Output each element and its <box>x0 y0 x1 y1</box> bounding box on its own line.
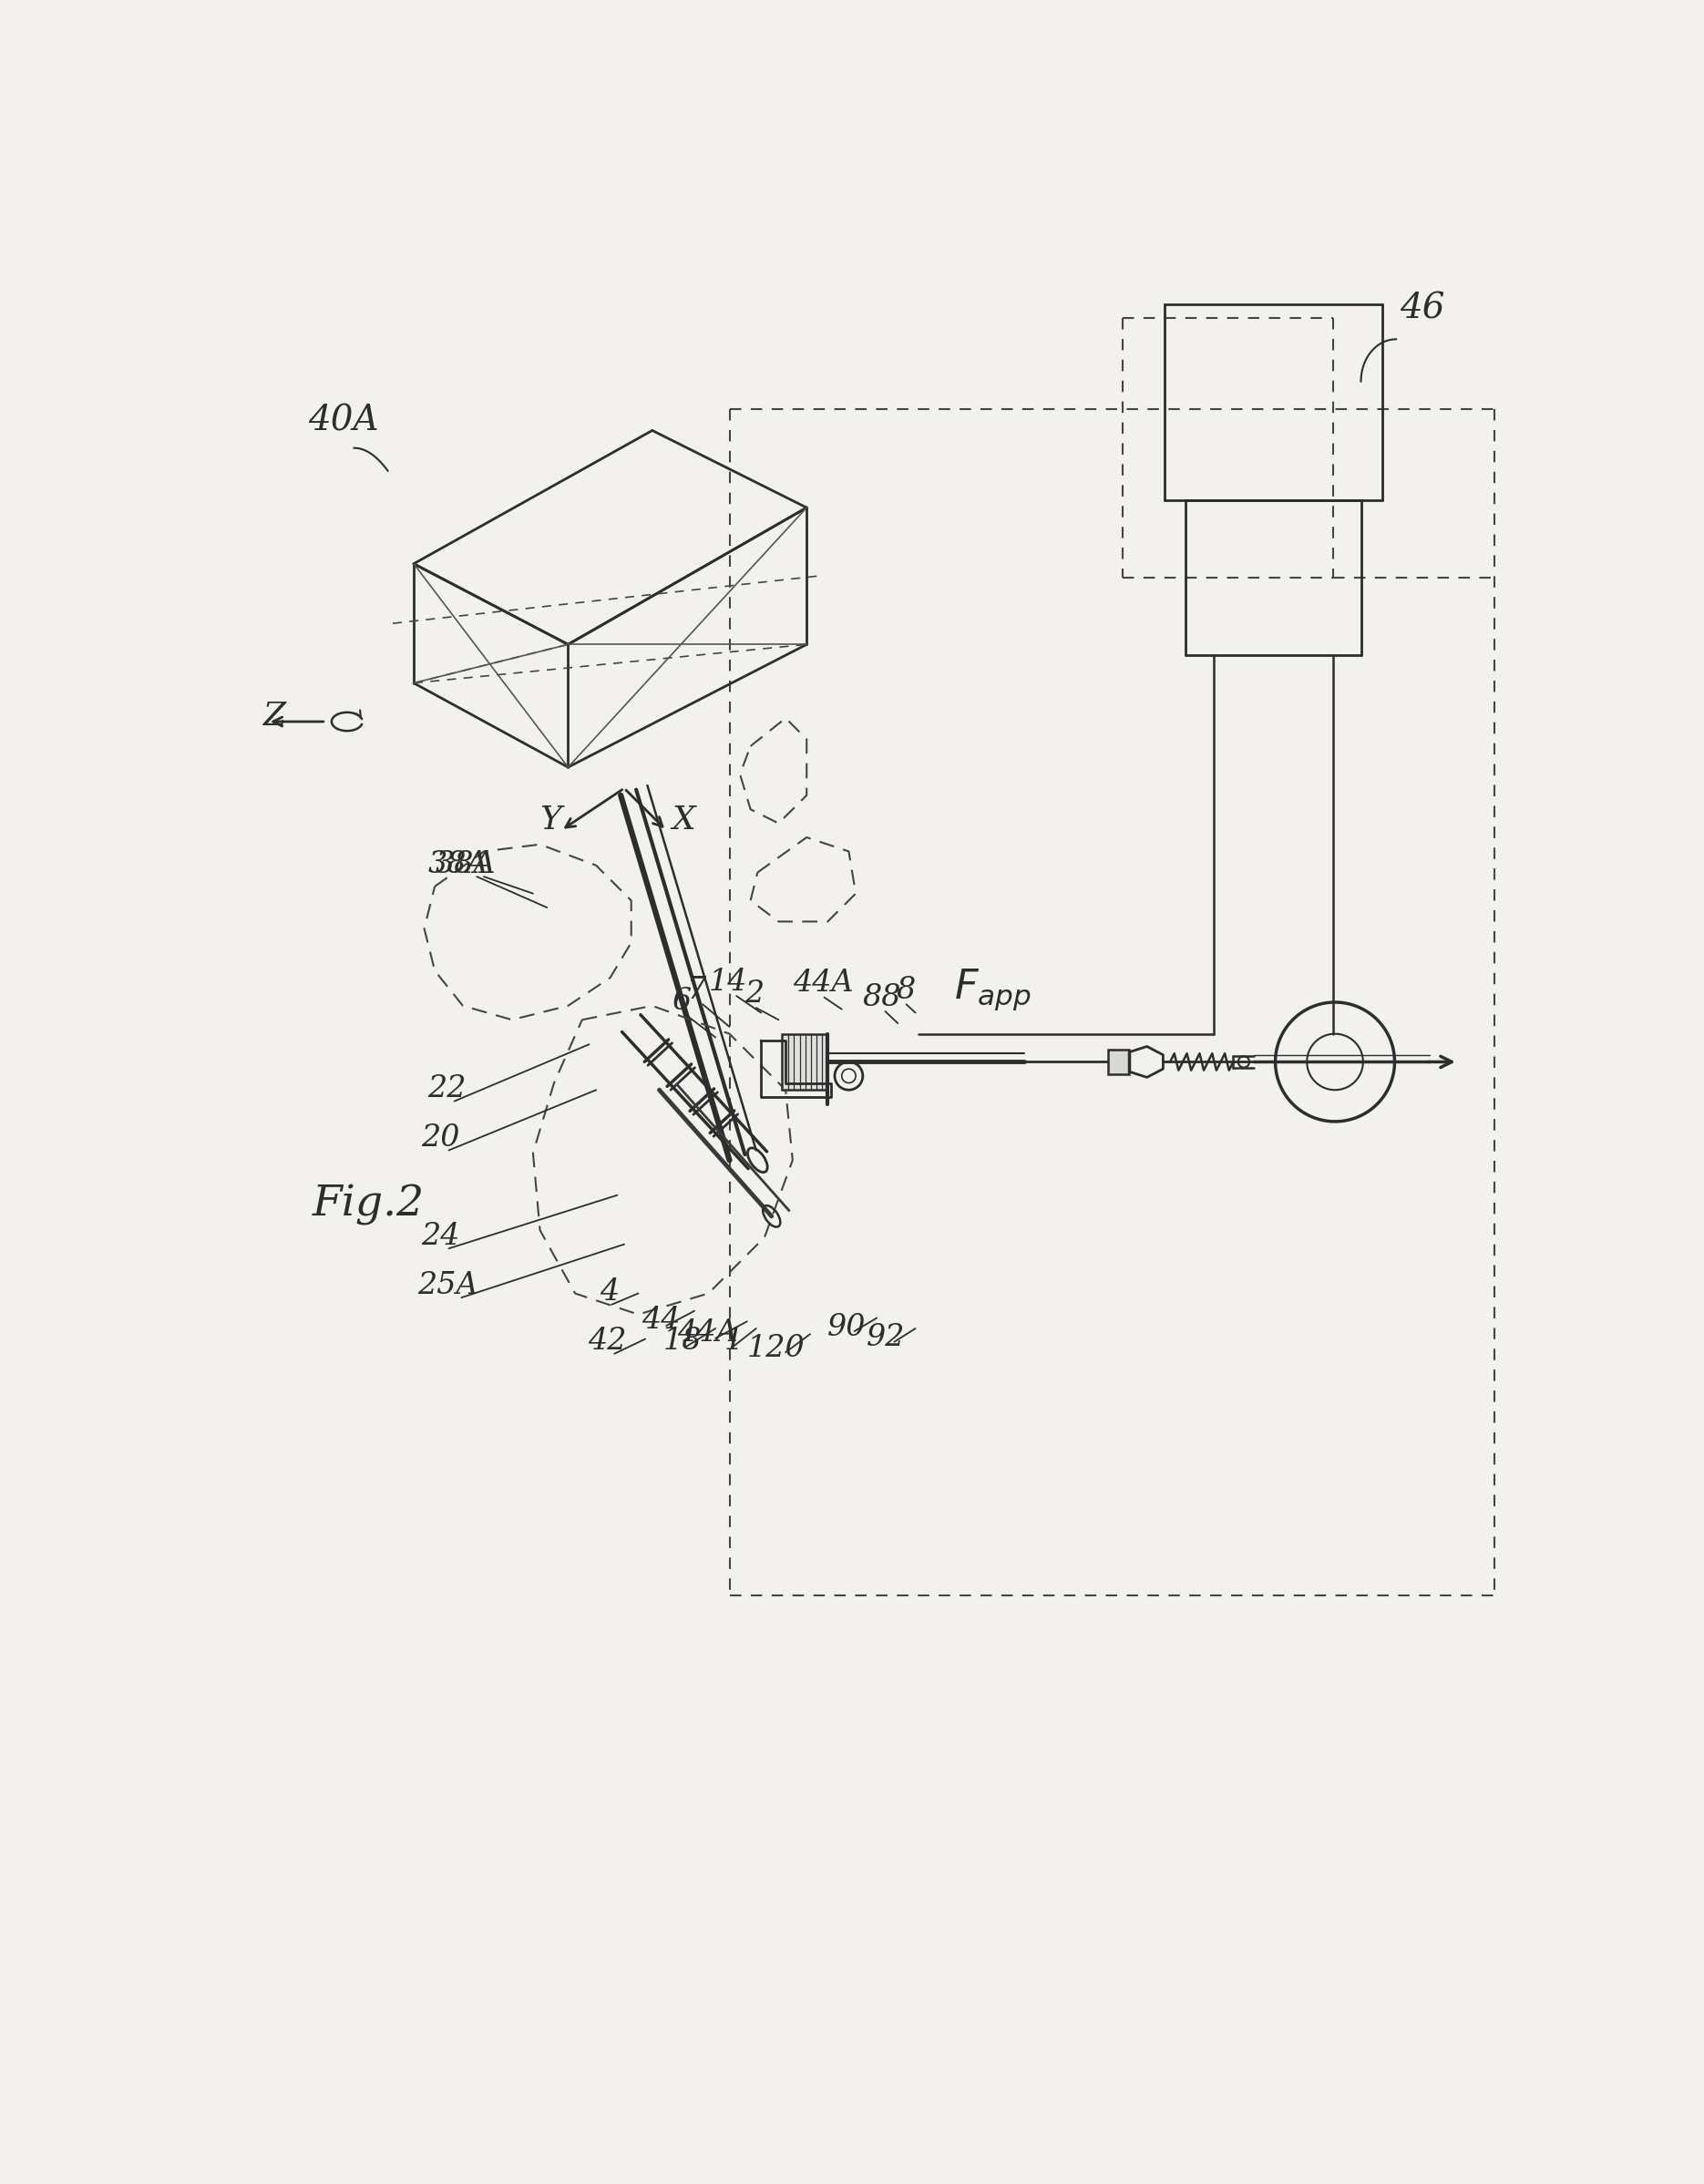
Text: 20: 20 <box>421 1123 460 1153</box>
Text: 7: 7 <box>687 976 707 1005</box>
Text: X: X <box>671 804 695 834</box>
Text: 88: 88 <box>862 983 901 1011</box>
Text: $\mathit{F}_{app}$: $\mathit{F}_{app}$ <box>954 968 1031 1013</box>
Text: Y: Y <box>540 804 562 834</box>
Text: 14: 14 <box>709 968 746 996</box>
Polygon shape <box>782 1033 828 1090</box>
Text: 38A: 38A <box>435 850 496 878</box>
Text: 40A: 40A <box>308 404 380 437</box>
Text: 18: 18 <box>663 1326 702 1356</box>
Text: 4: 4 <box>600 1278 619 1306</box>
Text: 42: 42 <box>588 1326 627 1356</box>
Text: 8: 8 <box>896 976 915 1005</box>
Text: 44A: 44A <box>676 1319 738 1348</box>
Text: 90: 90 <box>828 1313 866 1341</box>
Text: 2: 2 <box>745 978 765 1009</box>
Text: 44A: 44A <box>792 970 854 998</box>
Text: Fig.2: Fig.2 <box>312 1184 424 1225</box>
Text: 46: 46 <box>1399 293 1445 325</box>
Text: 38A: 38A <box>428 850 489 878</box>
Text: Z: Z <box>262 701 286 732</box>
Text: 25A: 25A <box>417 1271 477 1299</box>
Text: 22: 22 <box>428 1075 467 1103</box>
Text: 92: 92 <box>866 1324 905 1352</box>
Text: 120: 120 <box>746 1334 804 1363</box>
Text: 1: 1 <box>724 1326 743 1356</box>
Text: 44: 44 <box>642 1306 680 1334</box>
Polygon shape <box>1108 1048 1130 1075</box>
Text: 24: 24 <box>421 1221 460 1251</box>
Text: 6: 6 <box>671 987 692 1016</box>
